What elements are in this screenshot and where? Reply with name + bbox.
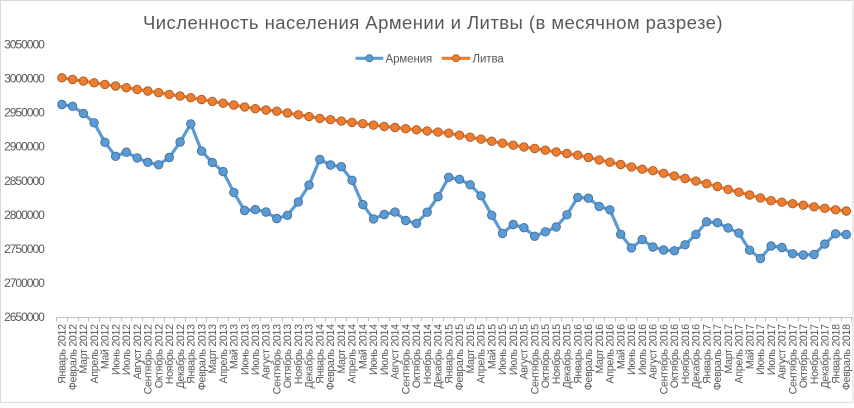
svg-text:Апрель 2015: Апрель 2015	[476, 324, 488, 384]
svg-text:Апрель 2014: Апрель 2014	[347, 324, 359, 384]
svg-text:Февраль 2017: Февраль 2017	[712, 324, 724, 390]
svg-text:2800000: 2800000	[4, 208, 45, 222]
svg-text:Октябрь 2013: Октябрь 2013	[282, 324, 294, 388]
svg-text:Февраль 2015: Февраль 2015	[454, 324, 466, 390]
svg-text:Ноябрь 2012: Ноябрь 2012	[164, 324, 176, 384]
svg-text:Январь 2016: Январь 2016	[572, 324, 584, 384]
svg-text:Декабрь 2015: Декабрь 2015	[562, 324, 574, 389]
svg-text:Численность населения Армении: Численность населения Армении и Литвы (в…	[143, 12, 723, 33]
svg-text:Июнь 2014: Июнь 2014	[368, 324, 380, 375]
svg-text:Март 2015: Март 2015	[465, 324, 477, 374]
svg-text:Сентябрь 2012: Сентябрь 2012	[143, 324, 155, 394]
svg-text:Август 2017: Август 2017	[777, 324, 789, 380]
svg-text:Июнь 2013: Июнь 2013	[239, 324, 251, 375]
svg-text:Март 2017: Март 2017	[723, 324, 735, 374]
svg-text:Январь 2015: Январь 2015	[443, 324, 455, 384]
svg-text:Июнь 2015: Июнь 2015	[497, 324, 509, 375]
svg-text:Июль 2012: Июль 2012	[121, 324, 133, 375]
svg-text:Февраль 2012: Февраль 2012	[67, 324, 79, 390]
svg-text:2750000: 2750000	[4, 242, 45, 256]
svg-text:Январь 2012: Январь 2012	[57, 324, 69, 384]
svg-text:3000000: 3000000	[4, 72, 45, 86]
svg-text:Октябрь 2012: Октябрь 2012	[153, 324, 165, 388]
svg-text:Июнь 2012: Июнь 2012	[110, 324, 122, 375]
svg-text:Апрель 2013: Апрель 2013	[218, 324, 230, 384]
svg-text:Февраль 2013: Февраль 2013	[196, 324, 208, 390]
svg-text:Ноябрь 2016: Ноябрь 2016	[680, 324, 692, 384]
svg-text:Август 2014: Август 2014	[390, 324, 402, 380]
svg-text:Апрель 2016: Апрель 2016	[605, 324, 617, 384]
svg-text:Октябрь 2015: Октябрь 2015	[540, 324, 552, 388]
svg-text:Март 2014: Март 2014	[336, 324, 348, 374]
svg-text:Октябрь 2014: Октябрь 2014	[411, 324, 423, 388]
svg-text:Декабрь 2014: Декабрь 2014	[433, 324, 445, 389]
svg-text:Декабрь 2013: Декабрь 2013	[304, 324, 316, 389]
svg-text:Январь 2018: Январь 2018	[830, 324, 842, 384]
svg-text:Май 2016: Май 2016	[615, 324, 627, 369]
svg-text:Сентябрь 2017: Сентябрь 2017	[787, 324, 799, 394]
svg-text:Ноябрь 2015: Ноябрь 2015	[551, 324, 563, 384]
svg-text:Армения: Армения	[386, 53, 433, 65]
svg-text:Ноябрь 2013: Ноябрь 2013	[293, 324, 305, 384]
svg-text:Июль 2017: Июль 2017	[766, 324, 778, 375]
svg-text:2650000: 2650000	[4, 310, 45, 324]
svg-text:Литва: Литва	[473, 53, 505, 65]
svg-text:Апрель 2012: Апрель 2012	[89, 324, 101, 384]
svg-text:Май 2012: Май 2012	[100, 324, 112, 369]
svg-text:Январь 2017: Январь 2017	[701, 324, 713, 384]
svg-text:Июнь 2016: Июнь 2016	[626, 324, 638, 375]
svg-text:Февраль 2018: Февраль 2018	[841, 324, 853, 390]
svg-text:Февраль 2016: Февраль 2016	[583, 324, 595, 390]
svg-text:Май 2014: Май 2014	[358, 324, 370, 369]
svg-text:2950000: 2950000	[4, 106, 45, 120]
svg-text:Март 2012: Март 2012	[78, 324, 90, 374]
svg-text:Август 2016: Август 2016	[648, 324, 660, 380]
svg-text:Сентябрь 2015: Сентябрь 2015	[529, 324, 541, 394]
svg-text:Июль 2014: Июль 2014	[379, 324, 391, 375]
svg-text:3050000: 3050000	[4, 37, 45, 51]
svg-text:Июль 2016: Июль 2016	[637, 324, 649, 375]
svg-text:Декабрь 2017: Декабрь 2017	[820, 324, 832, 389]
svg-text:Февраль 2014: Февраль 2014	[325, 324, 337, 390]
svg-text:Март 2016: Март 2016	[594, 324, 606, 374]
svg-text:Январь 2013: Январь 2013	[186, 324, 198, 384]
svg-text:2700000: 2700000	[4, 276, 45, 290]
svg-text:Май 2013: Май 2013	[229, 324, 241, 369]
svg-text:Декабрь 2016: Декабрь 2016	[691, 324, 703, 389]
svg-text:2850000: 2850000	[4, 174, 45, 188]
svg-text:Июль 2013: Июль 2013	[250, 324, 262, 375]
svg-text:2900000: 2900000	[4, 140, 45, 154]
svg-text:Октябрь 2016: Октябрь 2016	[669, 324, 681, 388]
svg-text:Август 2013: Август 2013	[261, 324, 273, 380]
svg-text:Октябрь 2017: Октябрь 2017	[798, 324, 810, 388]
svg-text:Июнь 2017: Июнь 2017	[755, 324, 767, 375]
svg-text:Сентябрь 2013: Сентябрь 2013	[272, 324, 284, 394]
svg-text:Сентябрь 2014: Сентябрь 2014	[400, 324, 412, 394]
svg-text:Май 2015: Май 2015	[486, 324, 498, 369]
svg-text:Ноябрь 2017: Ноябрь 2017	[809, 324, 821, 384]
svg-text:Август 2015: Август 2015	[519, 324, 531, 380]
svg-text:Август 2012: Август 2012	[132, 324, 144, 380]
svg-text:Май 2017: Май 2017	[744, 324, 756, 369]
svg-text:Июль 2015: Июль 2015	[508, 324, 520, 375]
svg-text:Декабрь 2012: Декабрь 2012	[175, 324, 187, 389]
svg-text:Апрель 2017: Апрель 2017	[734, 324, 746, 384]
svg-text:Ноябрь 2014: Ноябрь 2014	[422, 324, 434, 384]
svg-text:Январь 2014: Январь 2014	[315, 324, 327, 384]
svg-text:Сентябрь 2016: Сентябрь 2016	[658, 324, 670, 394]
svg-text:Март 2013: Март 2013	[207, 324, 219, 374]
